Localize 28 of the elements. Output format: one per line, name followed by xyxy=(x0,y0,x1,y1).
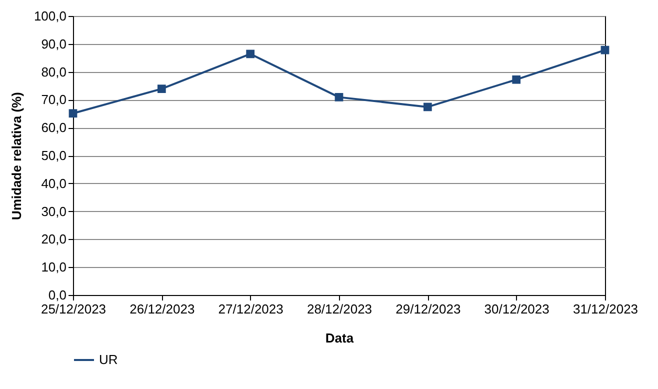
point xyxy=(68,109,78,118)
x-tick-label: 30/12/2023 xyxy=(484,302,550,316)
y-tick-label: 20,0 xyxy=(41,232,66,247)
y-tick-label: 80,0 xyxy=(41,64,66,80)
x-tick-label: 29/12/2023 xyxy=(396,302,461,316)
point xyxy=(423,102,432,112)
y-tick-label: 90,0 xyxy=(41,36,66,52)
y-tick-label: 40,0 xyxy=(41,176,66,191)
y-tick-label: 10,0 xyxy=(41,260,66,275)
y-tick-label: 50,0 xyxy=(41,148,66,163)
x-tick-label: 27/12/2023 xyxy=(218,302,284,316)
point xyxy=(157,84,166,94)
y-tick-label: 30,0 xyxy=(41,204,66,219)
y-tick-label: 60,0 xyxy=(41,120,66,136)
y-tick-label: 100,0 xyxy=(34,8,66,24)
y-tick-label: 70,0 xyxy=(41,92,66,108)
y-tick-label: 0,0 xyxy=(48,288,66,302)
point xyxy=(246,50,255,58)
x-axis-title: Data xyxy=(325,330,354,346)
point xyxy=(600,46,610,54)
x-tick-label: 26/12/2023 xyxy=(130,302,195,316)
y-axis-title: Umidade relativa (%) xyxy=(8,92,24,220)
x-tick-label: 31/12/2023 xyxy=(572,302,638,316)
point xyxy=(512,75,521,84)
point xyxy=(334,93,344,102)
legend-label: UR xyxy=(99,352,118,367)
x-tick-label: 25/12/2023 xyxy=(40,302,106,316)
x-tick-label: 28/12/2023 xyxy=(306,302,372,316)
